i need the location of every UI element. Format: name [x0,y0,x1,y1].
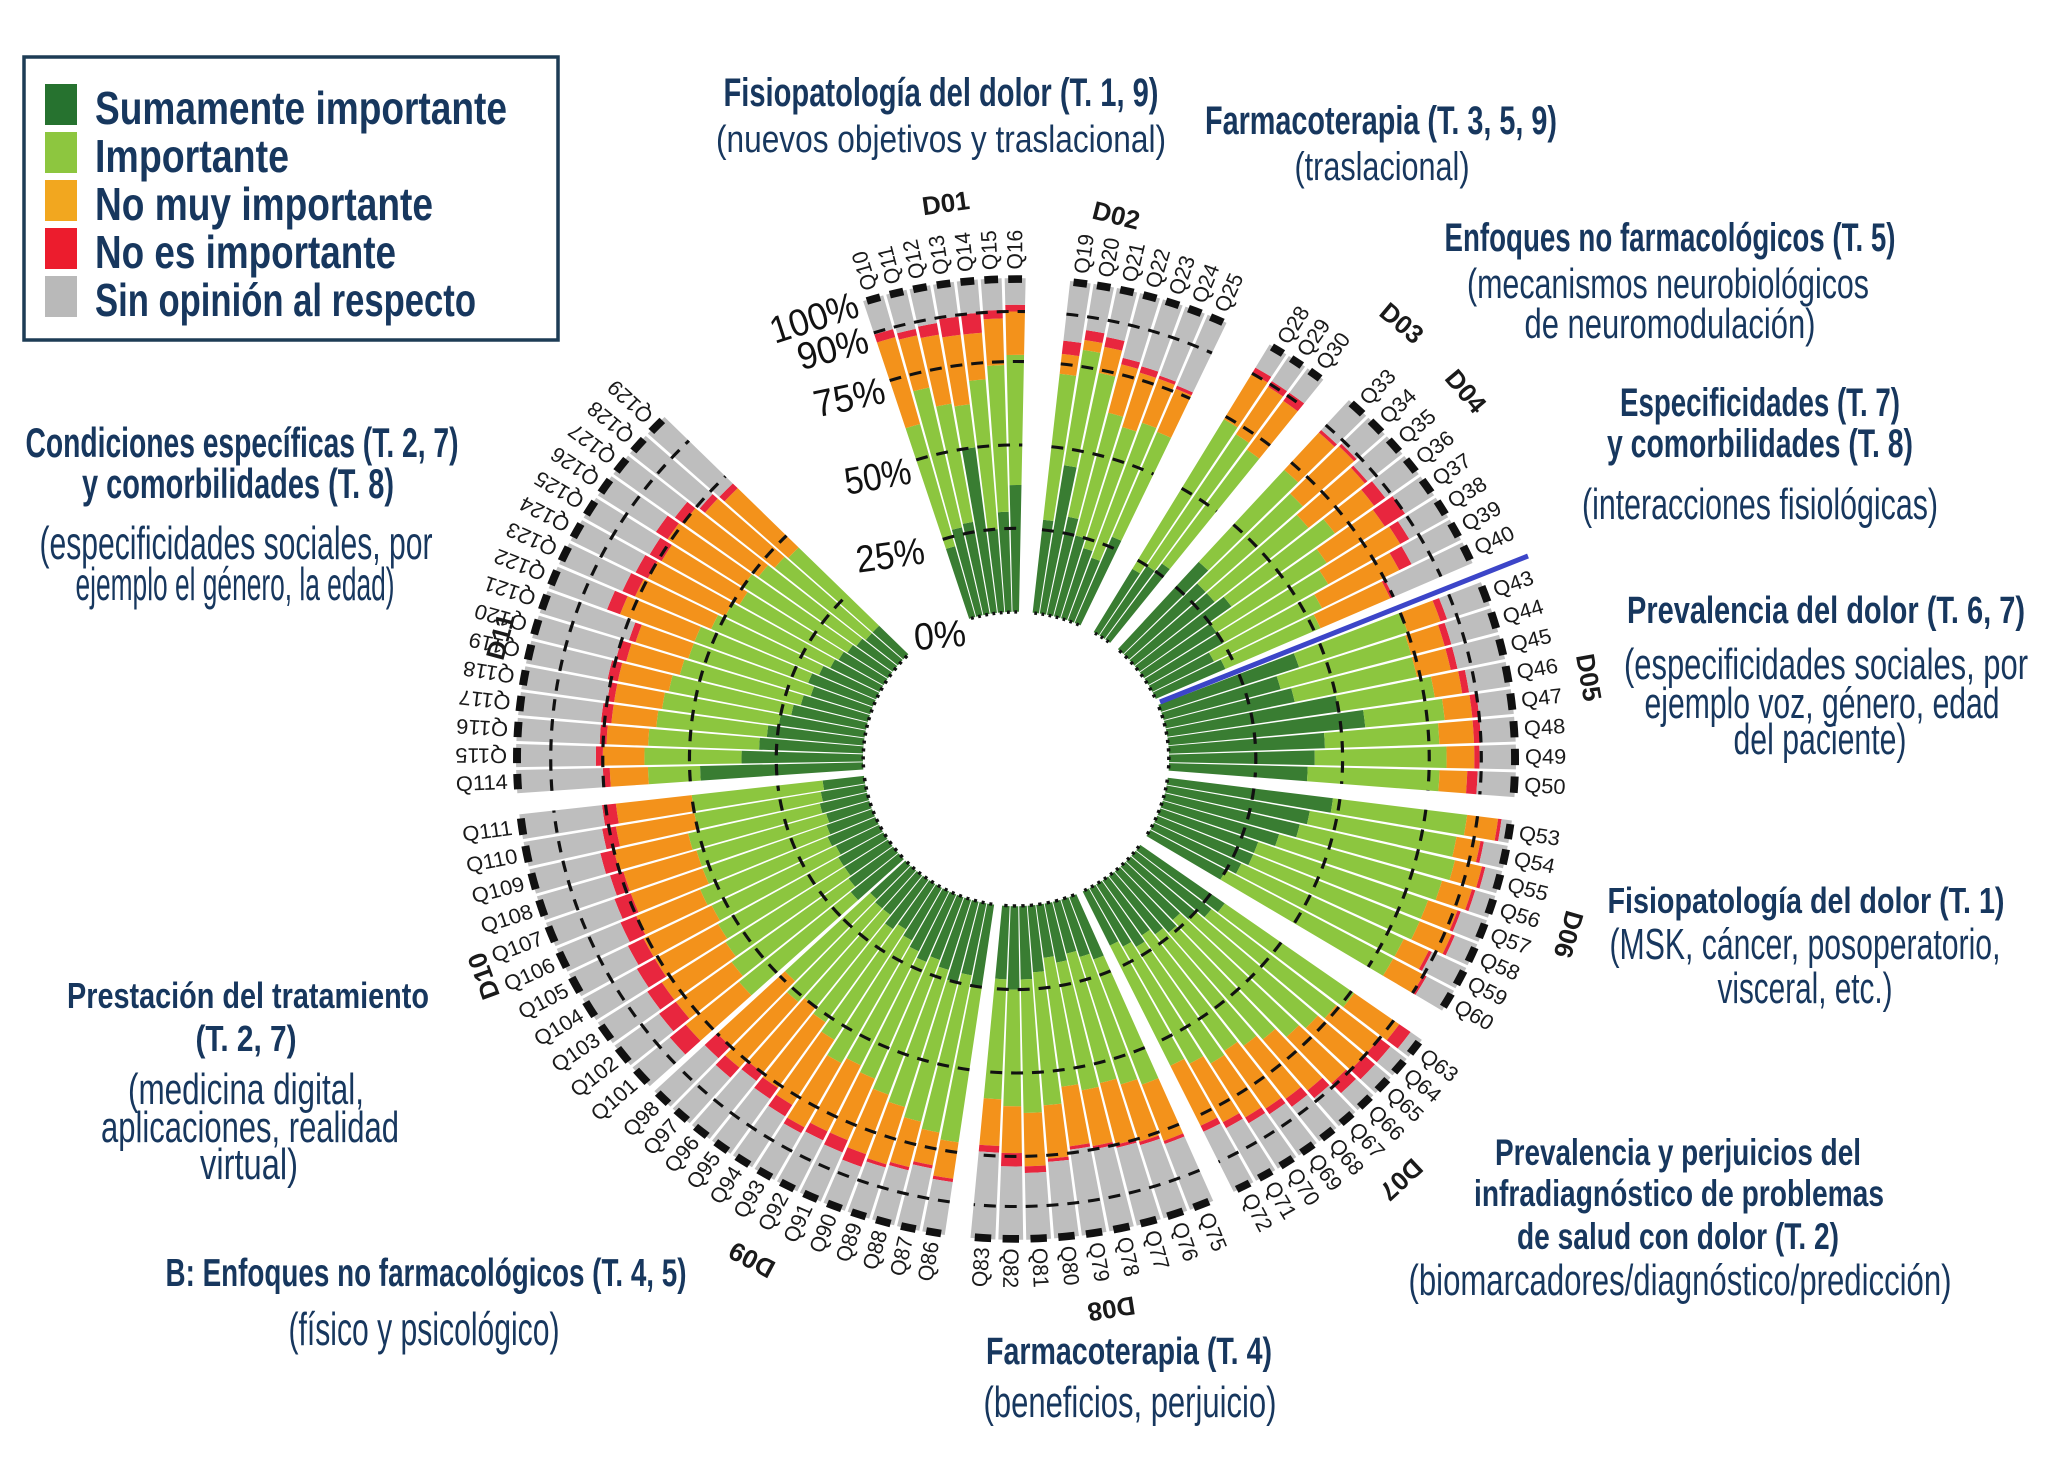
svg-text:(mecanismos neurobiológicos: (mecanismos neurobiológicos [1467,260,1869,307]
svg-text:de neuromodulación): de neuromodulación) [1525,300,1816,347]
svg-text:Farmacoterapia (T. 3, 5, 9): Farmacoterapia (T. 3, 5, 9) [1205,99,1557,143]
svg-text:Prevalencia y perjuicios del: Prevalencia y perjuicios del [1495,1132,1861,1173]
svg-text:Q16: Q16 [1003,230,1028,270]
svg-text:infradiagnóstico de problemas: infradiagnóstico de problemas [1474,1173,1884,1214]
svg-text:Q80: Q80 [1055,1245,1084,1287]
svg-text:Enfoques no farmacológicos (T.: Enfoques no farmacológicos (T. 5) [1445,216,1896,260]
svg-text:(T. 2, 7): (T. 2, 7) [196,1018,297,1059]
svg-text:aplicaciones, realidad: aplicaciones, realidad [101,1103,399,1152]
svg-text:(MSK, cáncer, posoperatorio,: (MSK, cáncer, posoperatorio, [1610,920,2001,969]
svg-text:(nuevos objetivos y traslacion: (nuevos objetivos y traslacional) [716,119,1166,161]
svg-text:(especificidades sociales, por: (especificidades sociales, por [1624,640,2028,689]
svg-text:Prevalencia del dolor (T. 6, 7: Prevalencia del dolor (T. 6, 7) [1627,590,2025,632]
svg-text:Fisiopatología del dolor (T. 1: Fisiopatología del dolor (T. 1) [1608,880,2005,921]
svg-text:(beneficios, perjuicio): (beneficios, perjuicio) [984,1378,1277,1427]
svg-text:(medicina digital,: (medicina digital, [128,1065,364,1114]
svg-text:del paciente): del paciente) [1734,715,1907,764]
svg-text:Sumamente importante: Sumamente importante [95,82,507,134]
svg-text:Q114: Q114 [455,770,508,796]
svg-text:No es importante: No es importante [95,226,396,278]
svg-text:Condiciones específicas (T. 2,: Condiciones específicas (T. 2, 7) [26,419,459,466]
svg-text:Q49: Q49 [1525,745,1566,769]
svg-text:D01: D01 [920,185,971,221]
svg-text:(especificidades sociales, por: (especificidades sociales, por [40,517,433,569]
svg-text:Q19: Q19 [1069,233,1099,275]
svg-text:Q13: Q13 [924,234,954,277]
svg-text:25%: 25% [853,531,927,582]
svg-text:Importante: Importante [95,130,289,182]
svg-text:Q47: Q47 [1520,684,1564,712]
svg-text:de salud con dolor (T. 2): de salud con dolor (T. 2) [1517,1216,1839,1257]
svg-text:B: Enfoques no farmacológicos: B: Enfoques no farmacológicos (T. 4, 5) [166,1252,687,1295]
svg-text:Q115: Q115 [455,743,507,767]
svg-text:Q15: Q15 [976,230,1003,271]
svg-text:No muy importante: No muy importante [95,178,433,230]
svg-text:virtual): virtual) [200,1140,298,1189]
svg-text:Fisiopatología del dolor (T. 1: Fisiopatología del dolor (T. 1, 9) [724,71,1159,115]
svg-text:0%: 0% [912,613,967,659]
svg-text:ejemplo voz, género, edad: ejemplo voz, género, edad [1645,679,2000,728]
svg-text:y comorbilidades (T. 8): y comorbilidades (T. 8) [82,460,394,507]
svg-text:Q83: Q83 [967,1247,994,1288]
svg-text:Sin opinión al respecto: Sin opinión al respecto [95,274,476,326]
svg-text:Q82: Q82 [998,1248,1023,1288]
svg-text:D08: D08 [1086,1290,1138,1327]
svg-text:Q48: Q48 [1523,714,1566,740]
svg-text:Prestación del tratamiento: Prestación del tratamiento [67,975,429,1016]
svg-text:ejemplo el género, la edad): ejemplo el género, la edad) [76,558,395,610]
svg-text:(físico y psicológico): (físico y psicológico) [289,1303,560,1355]
svg-text:Q14: Q14 [950,231,978,273]
svg-text:(traslacional): (traslacional) [1295,145,1470,189]
svg-text:Especificidades (T. 7): Especificidades (T. 7) [1620,381,1900,425]
svg-text:(biomarcadores/diagnóstico/pre: (biomarcadores/diagnóstico/predicción) [1409,1256,1952,1305]
svg-text:y comorbilidades (T. 8): y comorbilidades (T. 8) [1607,422,1913,466]
svg-text:Q116: Q116 [456,714,509,741]
svg-text:Q81: Q81 [1027,1247,1053,1288]
svg-text:(interacciones fisiológicas): (interacciones fisiológicas) [1582,480,1938,529]
svg-text:Q117: Q117 [458,685,512,714]
svg-text:Farmacoterapia (T. 4): Farmacoterapia (T. 4) [986,1331,1272,1373]
svg-text:visceral, etc.): visceral, etc.) [1718,964,1893,1013]
svg-text:Q50: Q50 [1524,773,1567,799]
